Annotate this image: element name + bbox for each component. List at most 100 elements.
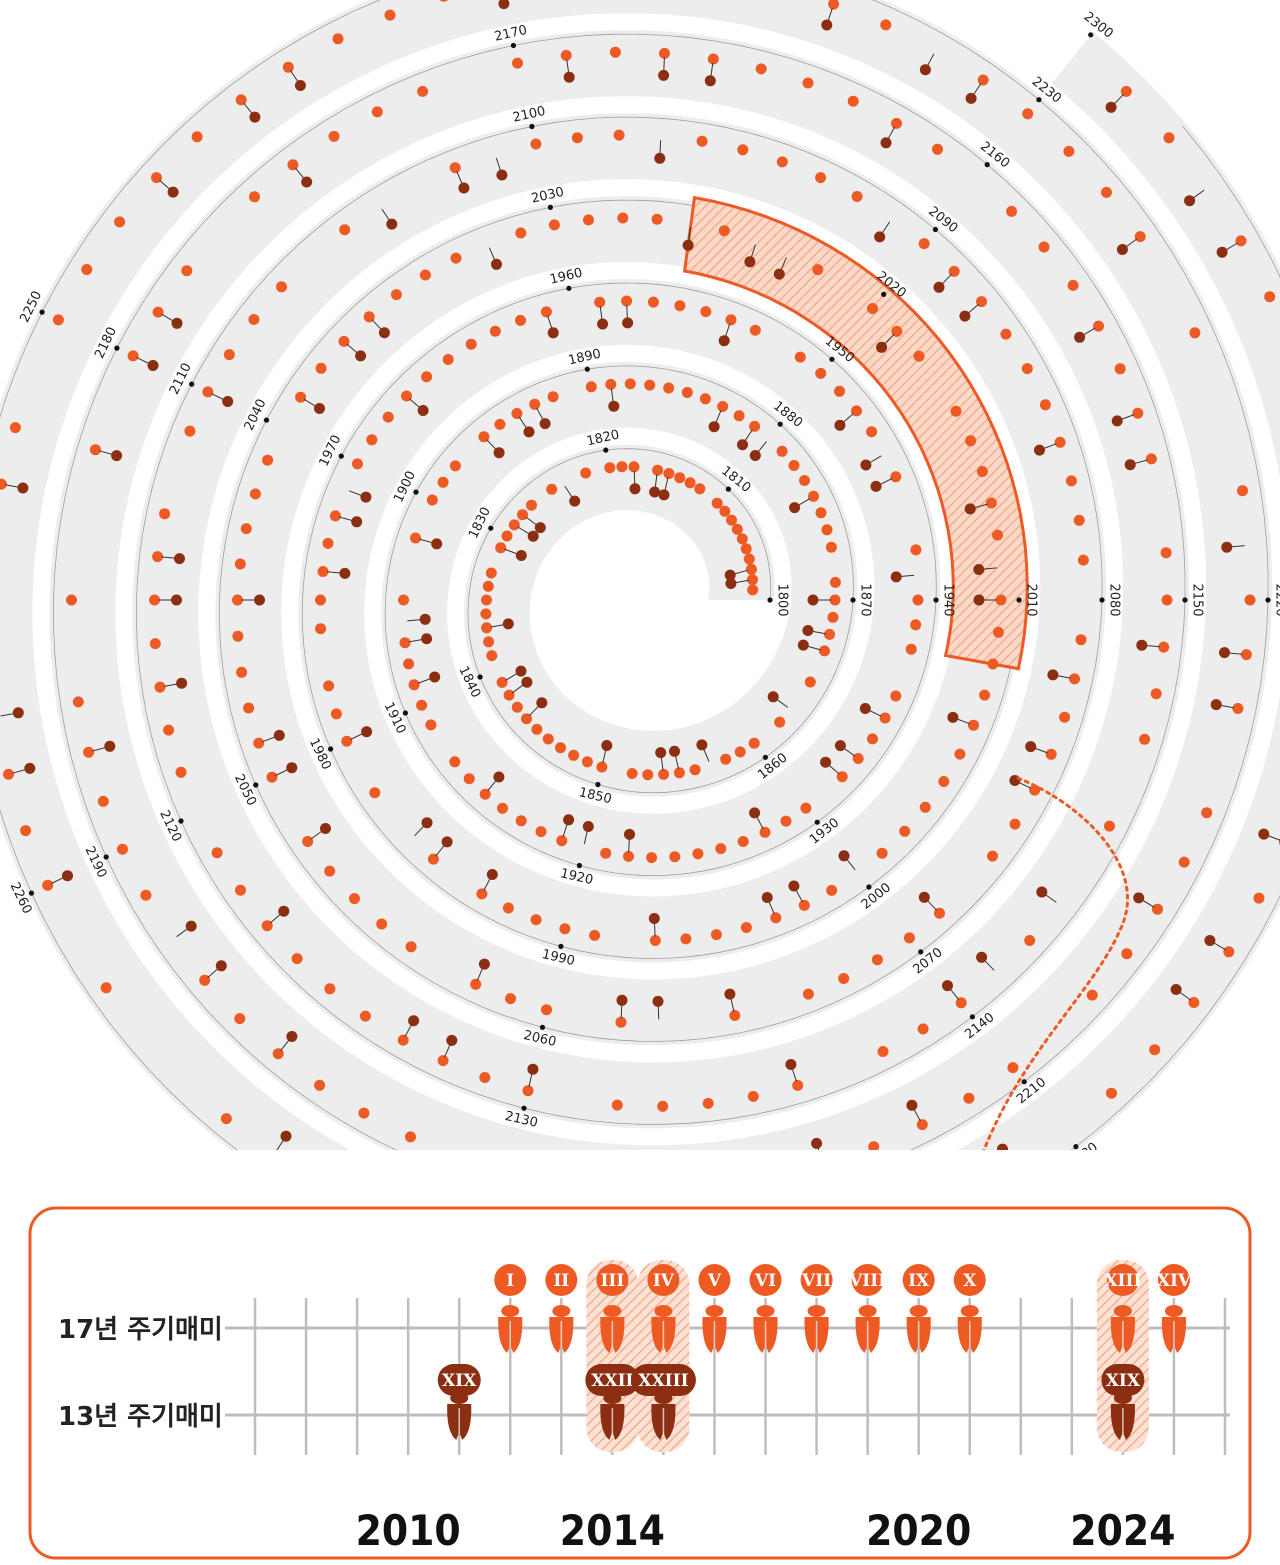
dot-13-2257 [12, 707, 24, 719]
dot-17-1833 [485, 567, 497, 579]
dot-17-1913 [449, 756, 461, 768]
dot-13-1880 [749, 450, 761, 461]
dot-17-1839 [486, 650, 498, 662]
dot-17-1982 [369, 787, 381, 799]
dot-17-1850 [596, 761, 608, 773]
dot-17-2207 [868, 1141, 880, 1150]
spiral-tick-2110 [189, 381, 195, 387]
brood-label: VII [801, 1271, 831, 1291]
dot-13-1971 [360, 491, 372, 503]
dot-17-1816 [652, 464, 664, 476]
dot-17-2054 [349, 893, 360, 905]
dot-17-2173 [371, 106, 383, 118]
dot-17-2123 [261, 920, 273, 932]
dot-17-1933 [852, 753, 864, 764]
dot-17-1874 [821, 524, 833, 536]
spiral-tick-2130 [521, 1105, 527, 1111]
dot-17-2093 [815, 172, 827, 184]
dot-13-2231 [965, 92, 977, 104]
dot-17-2029 [583, 214, 594, 226]
dot-17-1838 [483, 636, 495, 648]
dot-17-2035 [390, 289, 402, 301]
dot-17-2016 [950, 405, 962, 417]
dot-17-2188 [83, 746, 95, 758]
dot-17-2014 [976, 466, 988, 477]
spiral-tick-label-1920: 1920 [559, 866, 595, 888]
dot-17-2098 [613, 129, 625, 141]
dot-17-1841 [496, 676, 508, 688]
dot-17-2004 [938, 776, 950, 787]
dot-17-1827 [526, 499, 537, 511]
dot-17-2242 [384, 9, 396, 21]
spiral-tick-1890 [584, 366, 590, 372]
dot-13-2247 [167, 186, 179, 198]
spiral-tick-1810 [725, 486, 732, 492]
dot-17-2282 [1149, 1044, 1161, 1056]
dot-17-2077 [1059, 711, 1071, 723]
spiral-tick-1970 [338, 453, 344, 459]
dot-17-2027 [651, 213, 663, 225]
dot-17-2007 [979, 689, 991, 701]
spiral-tick-1800 [767, 597, 773, 603]
dot-13-2140 [942, 980, 953, 992]
dot-13-2179 [171, 317, 183, 329]
dot-17-2175 [287, 159, 299, 171]
dot-17-1987 [476, 888, 488, 900]
dot-17-2090 [918, 238, 930, 250]
brood-II-2013: II [545, 1264, 578, 1353]
brood-I-2012: I [494, 1264, 527, 1353]
dot-17-1968 [382, 411, 394, 423]
dot-17-1828 [517, 509, 528, 521]
dot-17-1955 [700, 306, 712, 318]
dot-17-2230 [1022, 108, 1034, 120]
dot-13-1985 [441, 836, 453, 848]
dot-17-2089 [948, 265, 960, 277]
dot-17-2172 [417, 85, 429, 97]
spiral-tick-2050 [253, 782, 259, 788]
cicada-head-icon [552, 1305, 571, 1317]
dot-13-2154 [1111, 415, 1123, 427]
dot-17-1883 [717, 401, 729, 412]
dot-17-1898 [449, 460, 461, 472]
dot-17-2284 [1223, 946, 1235, 958]
brood-badge [647, 1264, 680, 1296]
dot-17-1865 [804, 676, 816, 688]
dot-17-2062 [615, 1016, 627, 1028]
dot-17-2069 [871, 954, 883, 966]
spiral-tick-1940 [933, 597, 939, 603]
dot-13-2143 [1036, 886, 1048, 898]
brood-label: XIX [442, 1371, 477, 1391]
dot-17-1921 [600, 847, 612, 859]
dot-17-1843 [511, 701, 523, 713]
dot-17-2222 [1237, 485, 1248, 497]
dot-17-1989 [530, 914, 542, 926]
dot-17-1963 [489, 325, 501, 337]
dot-13-2065 [724, 988, 736, 1000]
dot-17-2245 [235, 94, 247, 106]
dot-13-1935 [859, 703, 871, 714]
spiral-tick-2000 [866, 884, 872, 890]
dot-13-1854 [655, 747, 667, 759]
brood-badge [698, 1264, 731, 1296]
dot-17-2108 [248, 314, 260, 325]
dot-17-1870 [829, 594, 841, 606]
dot-13-2166 [704, 75, 716, 87]
spiral-tick-1860 [762, 754, 769, 760]
dot-13-2026 [682, 239, 694, 251]
dot-17-2115 [149, 594, 160, 606]
dot-17-1998 [798, 899, 810, 911]
spiral-tick-label-2060: 2060 [522, 1028, 558, 1050]
dot-17-2215 [1178, 856, 1190, 868]
dot-17-2220 [1244, 594, 1256, 606]
cicada-head-icon [1164, 1305, 1183, 1317]
brood-badge [630, 1364, 696, 1396]
dot-13-1961 [547, 327, 559, 339]
dot-17-1953 [749, 324, 761, 336]
dot-17-2068 [838, 973, 850, 984]
dot-13-2127 [408, 1015, 420, 1027]
dot-17-1905 [398, 594, 409, 606]
dot-17-2259 [20, 825, 32, 837]
dot-17-2073 [987, 850, 998, 862]
dot-13-2102 [458, 182, 470, 194]
dot-13-2101 [496, 169, 508, 181]
